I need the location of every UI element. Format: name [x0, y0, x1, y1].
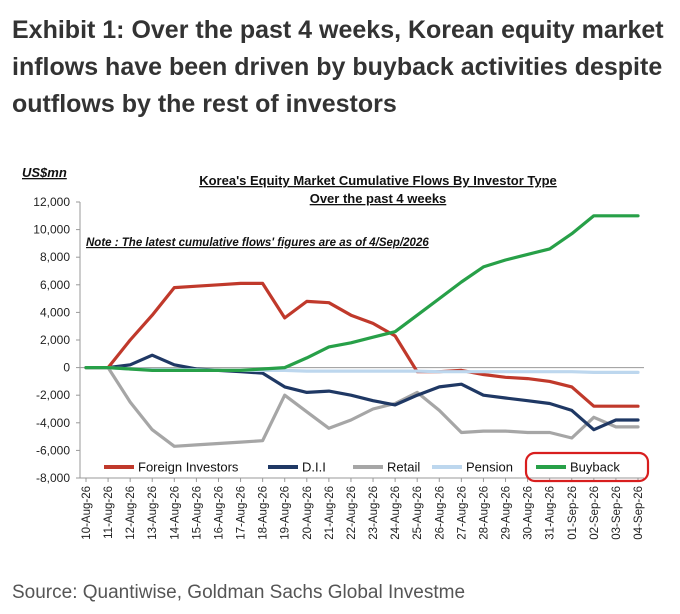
- y-tick-label: -2,000: [36, 388, 70, 402]
- chart-area: US$mn Korea's Equity Market Cumulative F…: [0, 160, 680, 580]
- y-axis-label: US$mn: [22, 165, 67, 180]
- x-tick-label: 15-Aug-26: [191, 486, 203, 540]
- x-tick-label: 18-Aug-26: [258, 486, 270, 540]
- x-tick-label: 28-Aug-26: [478, 486, 490, 540]
- series-line-retail: [84, 366, 640, 448]
- x-tick-label: 23-Aug-26: [368, 486, 380, 540]
- x-tick-label: 27-Aug-26: [456, 486, 468, 540]
- x-tick-label: 12-Aug-26: [125, 486, 137, 540]
- x-tick-label: 11-Aug-26: [103, 486, 115, 539]
- x-tick-label: 30-Aug-26: [523, 486, 535, 540]
- x-tick-label: 01-Sep-26: [567, 486, 579, 540]
- x-tick-label: 10-Aug-26: [81, 486, 93, 540]
- series-line-d-i-i: [84, 353, 640, 432]
- y-tick-label: 6,000: [40, 278, 70, 292]
- legend: Foreign Investors D.I.I Retail Pension Buyba…: [104, 451, 650, 483]
- x-tick-label: 13-Aug-26: [147, 486, 159, 540]
- y-tick-label: -4,000: [36, 416, 70, 430]
- x-tick-label: 26-Aug-26: [434, 486, 446, 540]
- x-tick-label: 14-Aug-26: [169, 486, 181, 540]
- y-tick-label: -6,000: [36, 443, 70, 457]
- x-tick-label: 21-Aug-26: [324, 486, 336, 540]
- exhibit-title: Exhibit 1: Over the past 4 weeks, Korean…: [12, 16, 664, 118]
- x-tick-label: 03-Sep-26: [611, 486, 623, 540]
- y-tick-label: -8,000: [36, 471, 70, 485]
- x-tick-label: 16-Aug-26: [213, 486, 225, 540]
- y-tick-label: 0: [63, 361, 70, 375]
- y-tick-label: 12,000: [33, 195, 70, 209]
- x-tick-label: 02-Sep-26: [589, 486, 601, 540]
- legend-highlight-box: [524, 451, 650, 483]
- x-tick-label: 20-Aug-26: [302, 486, 314, 540]
- chart-note: Note : The latest cumulative flows' figu…: [86, 237, 429, 249]
- y-tick-label: 2,000: [40, 333, 70, 347]
- x-tick-label: 19-Aug-26: [280, 486, 292, 540]
- y-axis: 12,000 10,000 8,000 6,000 4,000 2,000 0 -2,000 -…: [33, 195, 81, 485]
- legend-label: Buyback: [570, 460, 620, 475]
- x-tick-label: 04-Sep-26: [633, 486, 645, 540]
- legend-label: Pension: [466, 460, 513, 475]
- y-tick-label: 8,000: [40, 250, 70, 264]
- chart-title: Korea's Equity Market Cumulative Flows B…: [199, 173, 557, 188]
- chart-subtitle: Over the past 4 weeks: [310, 191, 447, 206]
- x-axis: 10-Aug-26 11-Aug-26 12-Aug-26 13-Aug-26 14-A…: [80, 367, 645, 540]
- x-tick-label: 24-Aug-26: [390, 486, 402, 540]
- series-layer: [84, 214, 640, 448]
- legend-label: Foreign Investors: [138, 460, 239, 475]
- flows-line-chart: US$mn Korea's Equity Market Cumulative F…: [22, 165, 650, 540]
- x-tick-label: 17-Aug-26: [236, 486, 248, 540]
- x-tick-label: 22-Aug-26: [346, 486, 358, 540]
- series-line-buyback: [84, 214, 640, 372]
- x-tick-label: 31-Aug-26: [545, 486, 557, 540]
- legend-label: Retail: [387, 460, 420, 475]
- x-tick-label: 29-Aug-26: [501, 486, 513, 540]
- y-tick-label: 10,000: [33, 223, 70, 237]
- source-note: Source: Quantiwise, Goldman Sachs Global…: [12, 582, 466, 603]
- series-line-foreign-investors: [84, 281, 640, 408]
- y-tick-label: 4,000: [40, 305, 70, 319]
- legend-label: D.I.I: [302, 460, 326, 475]
- x-tick-label: 25-Aug-26: [412, 486, 424, 540]
